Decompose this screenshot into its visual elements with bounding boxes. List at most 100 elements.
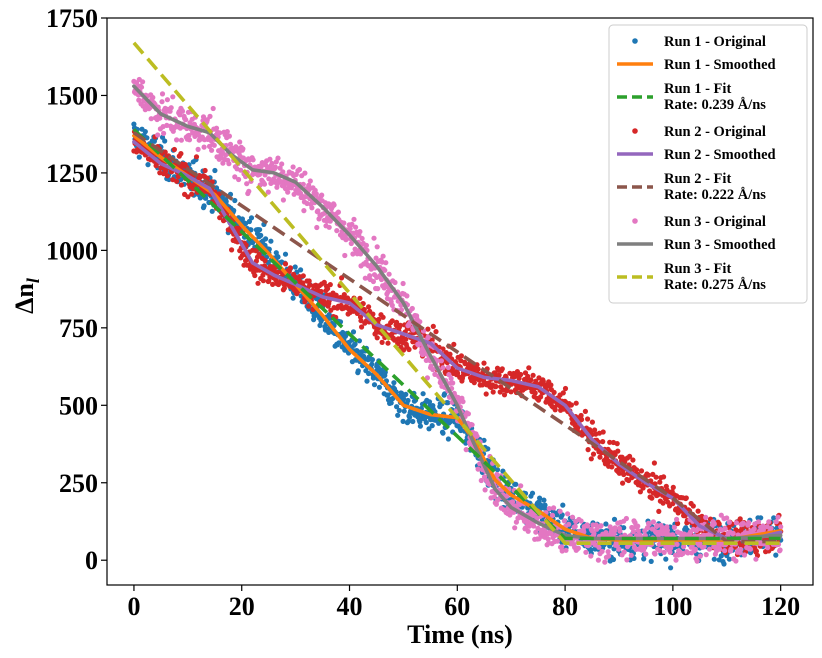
- x-tick-label: 20: [229, 592, 255, 621]
- data-point: [517, 501, 523, 508]
- data-point: [422, 351, 428, 357]
- data-point: [232, 197, 238, 204]
- data-point: [374, 335, 380, 341]
- data-point: [635, 523, 641, 529]
- data-point: [494, 467, 501, 473]
- data-point: [545, 536, 551, 542]
- data-point: [724, 515, 730, 521]
- data-point: [420, 391, 426, 397]
- data-point: [722, 526, 728, 532]
- data-point: [509, 499, 516, 505]
- data-point: [353, 224, 359, 230]
- data-point: [610, 556, 617, 563]
- data-point: [178, 137, 184, 143]
- data-point: [726, 519, 733, 526]
- data-point: [244, 181, 250, 187]
- data-point: [159, 91, 166, 97]
- data-point: [358, 318, 364, 324]
- data-point: [573, 400, 579, 406]
- data-point: [525, 528, 531, 534]
- data-point: [445, 364, 451, 371]
- y-axis: 0 250 500 750 1000 1250 1500 1750: [46, 4, 107, 575]
- data-point: [379, 339, 385, 345]
- legend-marker-original: [632, 218, 638, 224]
- data-point: [777, 547, 783, 553]
- data-point: [594, 526, 600, 532]
- data-point: [291, 191, 297, 197]
- data-point: [394, 319, 400, 325]
- data-point: [621, 549, 627, 555]
- data-point: [568, 402, 575, 408]
- data-point: [405, 397, 411, 404]
- data-point: [362, 275, 368, 281]
- data-point: [252, 272, 258, 279]
- x-tick-label: 80: [552, 592, 578, 621]
- data-point: [551, 505, 557, 511]
- data-point: [518, 371, 524, 378]
- data-point: [557, 508, 563, 514]
- y-axis-title-main: Δn: [10, 283, 39, 314]
- data-point: [298, 267, 304, 273]
- data-point: [512, 525, 518, 531]
- data-point: [525, 373, 531, 379]
- legend-label-smoothed: Run 2 - Smoothed: [664, 147, 776, 163]
- data-point: [410, 418, 416, 425]
- data-point: [697, 553, 703, 559]
- data-point: [426, 426, 432, 432]
- data-point: [403, 391, 409, 397]
- data-point: [638, 468, 645, 474]
- data-point: [614, 441, 620, 447]
- data-point: [668, 565, 674, 571]
- data-point: [656, 508, 662, 514]
- data-point: [341, 220, 347, 226]
- data-point: [597, 454, 603, 460]
- data-point: [168, 105, 174, 111]
- data-point: [285, 189, 291, 195]
- data-point: [630, 529, 637, 535]
- data-point: [518, 483, 524, 489]
- data-point: [253, 248, 259, 254]
- data-point: [575, 425, 581, 431]
- data-point: [634, 467, 640, 473]
- data-point: [258, 232, 264, 238]
- data-point: [513, 481, 519, 487]
- data-point: [528, 377, 534, 383]
- data-point: [148, 116, 154, 122]
- data-point: [201, 203, 207, 209]
- data-point: [425, 334, 431, 340]
- data-point: [366, 370, 372, 377]
- data-point: [643, 551, 649, 557]
- data-point: [395, 412, 401, 418]
- data-point: [588, 456, 594, 462]
- data-point: [186, 137, 193, 143]
- data-point: [674, 541, 680, 548]
- data-point: [481, 360, 487, 366]
- data-point: [740, 520, 747, 526]
- data-point: [496, 372, 502, 378]
- data-point: [348, 240, 354, 247]
- data-point: [226, 161, 232, 167]
- data-point: [616, 546, 622, 552]
- data-point: [226, 133, 232, 139]
- data-point: [357, 229, 363, 235]
- data-point: [657, 479, 663, 485]
- data-point: [164, 97, 170, 103]
- data-point: [250, 157, 256, 163]
- data-point: [269, 160, 275, 167]
- data-point: [478, 477, 484, 484]
- data-point: [326, 224, 332, 230]
- data-point: [460, 399, 466, 405]
- data-point: [193, 154, 200, 160]
- x-tick-label: 100: [653, 592, 692, 621]
- data-point: [445, 436, 451, 442]
- data-point: [711, 556, 717, 562]
- data-point: [268, 238, 274, 244]
- data-point: [440, 365, 446, 371]
- data-point: [537, 495, 543, 501]
- data-point: [318, 288, 324, 295]
- x-tick-label: 40: [337, 592, 363, 621]
- data-point: [465, 411, 471, 417]
- data-point: [326, 329, 332, 335]
- data-point: [654, 523, 660, 529]
- y-tick-label: 1250: [46, 159, 98, 188]
